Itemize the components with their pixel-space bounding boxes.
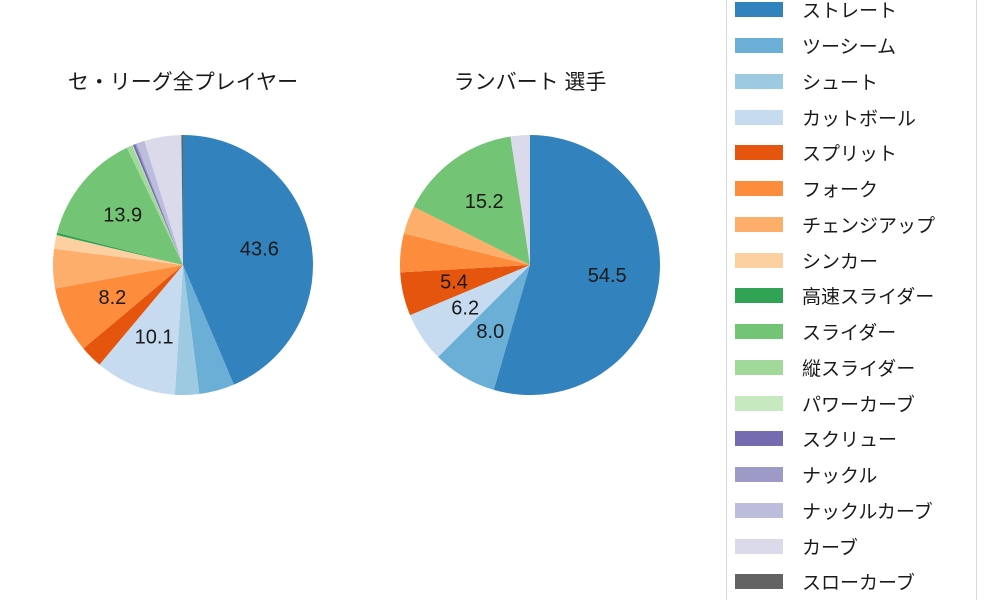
pie-slice-0 (493, 135, 661, 395)
legend-swatch-icon-8 (735, 288, 783, 304)
legend-label-4: スプリット (802, 144, 898, 166)
pie-slice-3 (410, 265, 530, 357)
legend-swatch-icon-13 (735, 467, 783, 483)
pie-value-label-9: 13.9 (103, 205, 142, 227)
pie-slice-12 (132, 144, 183, 265)
legend-swatch-icon-0 (735, 2, 783, 18)
pie-slice-13 (135, 143, 183, 265)
legend-item-6: チェンジアップ (735, 207, 976, 243)
pie-slice-4 (83, 265, 183, 365)
legend-item-9: スライダー (735, 314, 976, 350)
legend-swatch-icon-10 (735, 359, 783, 375)
pie-slice-6 (53, 248, 183, 289)
legend-swatch-icon-9 (735, 324, 783, 340)
legend-item-5: フォーク (735, 171, 976, 207)
legend-item-16: スローカーブ (735, 564, 976, 600)
pie-slice-15 (510, 135, 530, 265)
legend-item-13: ナックル (735, 457, 976, 493)
pie-slice-4 (400, 265, 530, 316)
pie-slice-16 (181, 135, 183, 265)
pie-slice-10 (126, 145, 183, 265)
legend-item-12: スクリュー (735, 421, 976, 457)
legend-swatch-icon-6 (735, 216, 783, 232)
legend-swatch-icon-2 (735, 73, 783, 89)
pie-slice-1 (438, 265, 530, 390)
pie-value-label-3: 6.2 (451, 297, 479, 319)
pie-slice-2 (174, 265, 200, 395)
legend-label-11: パワーカーブ (802, 394, 915, 416)
legend-label-3: カットボール (802, 108, 917, 130)
legend-item-10: 縦スライダー (735, 350, 976, 386)
pie-slice-11 (132, 145, 183, 265)
legend-box: ストレートツーシームシュートカットボール スプリットフォークチェンジアップ シンカー… (726, 0, 977, 600)
legend-label-15: カーブ (802, 537, 858, 559)
legend-swatch-icon-3 (735, 109, 783, 125)
pie-slice-9 (57, 147, 183, 265)
pie-value-label-3: 10.1 (135, 326, 174, 348)
legend-label-1: ツーシーム (802, 37, 897, 59)
legend-swatch-icon-15 (735, 538, 783, 554)
pie-slice-14 (136, 140, 183, 265)
legend-item-4: スプリット (735, 135, 976, 171)
pie-value-label-0: 54.5 (588, 265, 627, 287)
legend-swatch-icon-7 (735, 252, 783, 268)
legend-label-5: フォーク (802, 180, 879, 202)
pie-value-label-9: 15.2 (465, 191, 504, 213)
legend-swatch-icon-14 (735, 502, 783, 518)
legend-label-13: ナックル (802, 466, 878, 488)
legend-swatch-icon-16 (735, 574, 783, 590)
pie-chart-right: 54.5 8.06.2 5.4 15.2 (400, 135, 661, 395)
legend-item-8: 高速スライダー (735, 278, 976, 314)
legend-label-10: 縦スライダー (802, 358, 916, 380)
legend-swatch-icon-11 (735, 395, 783, 411)
pie-value-label-4: 5.4 (440, 272, 468, 294)
pie-chart-left: 43.6 10.1 8.2 13.9 (53, 135, 314, 395)
legend-item-1: ツーシーム (735, 28, 976, 64)
pie-value-label-5: 8.2 (98, 287, 126, 309)
pie-slice-3 (99, 265, 183, 395)
pie-slice-6 (403, 206, 530, 265)
legend-label-9: スライダー (802, 323, 897, 345)
pie-slice-0 (183, 135, 314, 385)
pie-value-label-1: 8.0 (476, 321, 504, 343)
legend-item-11: パワーカーブ (735, 385, 976, 421)
pie-value-label-0: 43.6 (240, 238, 279, 260)
legend-item-3: カットボール (735, 99, 976, 135)
legend-label-0: ストレート (802, 1, 898, 23)
legend-item-0: ストレート (735, 0, 976, 28)
legend-swatch-icon-12 (735, 431, 783, 447)
legend-label-8: 高速スライダー (802, 287, 935, 309)
legend-label-16: スローカーブ (802, 573, 915, 595)
legend-item-7: シンカー (735, 242, 976, 278)
pie-slice-5 (400, 233, 530, 273)
pie-slice-15 (144, 135, 183, 265)
pie-slice-9 (413, 136, 530, 265)
legend-label-7: シンカー (802, 251, 879, 273)
pie-slice-5 (55, 265, 183, 349)
pie-title-left: セ・リーグ全プレイヤー (67, 71, 299, 94)
legend-label-6: チェンジアップ (802, 215, 936, 237)
pie-slice-8 (56, 232, 183, 265)
legend-swatch-icon-4 (735, 145, 783, 161)
legend-swatch-icon-1 (735, 38, 783, 54)
pie-slice-1 (183, 265, 234, 394)
legend-label-12: スクリュー (802, 430, 898, 452)
legend-item-14: ナックルカーブ (735, 493, 976, 529)
pie-title-right: ランバート 選手 (453, 71, 607, 94)
pie-slice-7 (54, 235, 184, 265)
legend-swatch-icon-5 (735, 181, 783, 197)
legend-item-15: カーブ (735, 528, 976, 564)
legend-label-2: シュート (802, 72, 879, 94)
legend-label-14: ナックルカーブ (802, 501, 933, 523)
legend-item-2: シュート (735, 64, 976, 100)
